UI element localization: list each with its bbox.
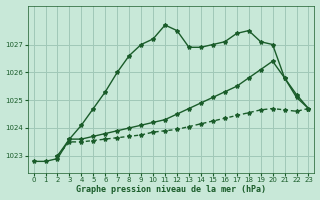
X-axis label: Graphe pression niveau de la mer (hPa): Graphe pression niveau de la mer (hPa) bbox=[76, 185, 266, 194]
